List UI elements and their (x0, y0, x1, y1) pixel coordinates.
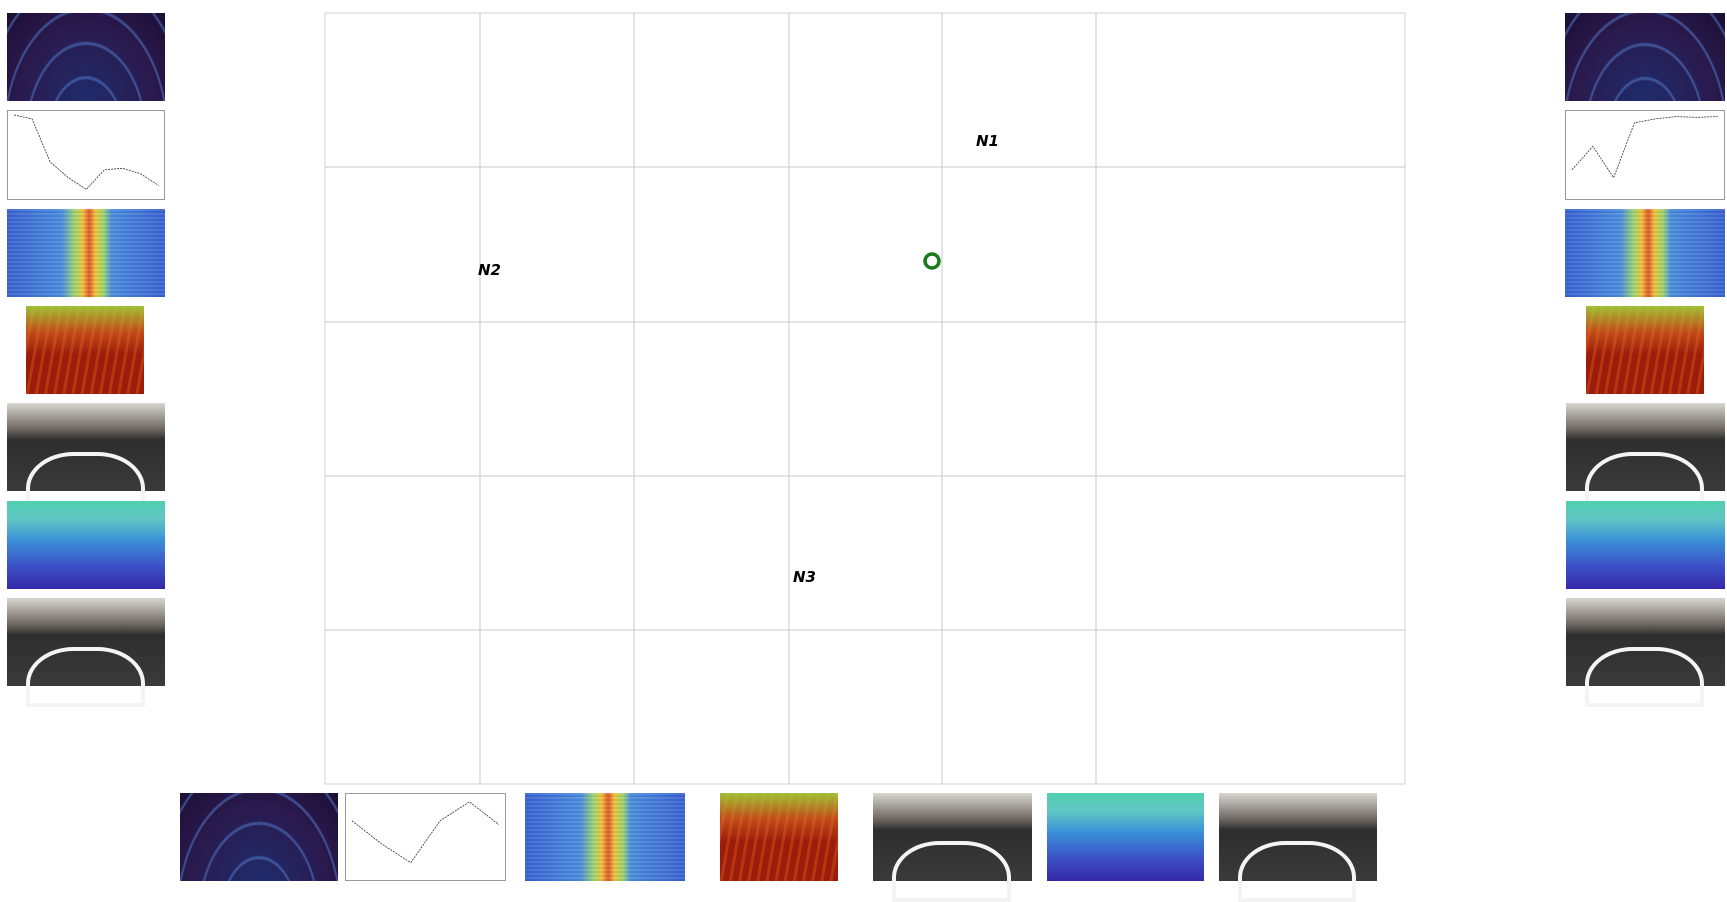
plot-frame (324, 12, 1406, 785)
mini-chart (13, 114, 159, 191)
mini-line (1571, 116, 1718, 179)
node-label: N3 (793, 568, 816, 586)
node-label: N1 (976, 132, 999, 150)
mini-chart (351, 801, 499, 864)
mini-chart (1571, 116, 1718, 179)
spectro-panel (6, 209, 166, 298)
chart-panel (1565, 110, 1725, 201)
chart-panel (6, 110, 166, 201)
camera-panel (1219, 793, 1377, 902)
jet-panel (6, 501, 166, 590)
depth-panel (26, 306, 145, 395)
radar-panel (6, 13, 166, 102)
camera-panel (6, 598, 166, 708)
track-lines (25, 646, 145, 708)
radar-panel (1565, 13, 1725, 102)
camera-panel (1566, 403, 1725, 513)
node-label: N2 (478, 261, 501, 279)
depth-panel (1586, 306, 1704, 395)
track-lines (1238, 841, 1357, 902)
camera-panel (873, 793, 1032, 902)
spectro-panel (1565, 209, 1725, 298)
depth-panel (720, 793, 839, 882)
track-lines (892, 841, 1012, 902)
jet-panel (1047, 793, 1204, 882)
camera-panel (1566, 598, 1725, 708)
spectro-panel (525, 793, 686, 882)
robot-marker (923, 252, 941, 270)
track-lines (1585, 646, 1705, 708)
jet-panel (1566, 501, 1725, 590)
mini-line (351, 801, 499, 864)
mini-line (13, 114, 159, 191)
camera-panel (6, 403, 166, 513)
chart-panel (344, 793, 506, 882)
grid (325, 13, 1405, 784)
radar-panel (179, 793, 339, 882)
